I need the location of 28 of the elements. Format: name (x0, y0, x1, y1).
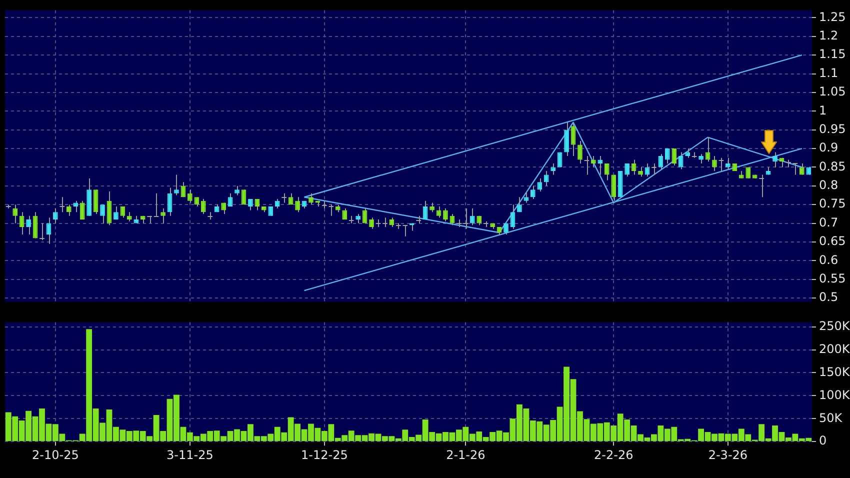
y-tick-label: 1.2 (819, 28, 838, 42)
y-tick-label: 0.95 (819, 122, 846, 136)
y-tick-label: 100K (819, 388, 850, 402)
y-tick-label: 150K (819, 364, 850, 379)
x-tick-label: 1-12-25 (301, 448, 348, 462)
y-tick-label: 200K (819, 342, 850, 356)
y-tick-label: 0 (819, 434, 827, 448)
y-tick-label: 250K (819, 318, 850, 333)
x-tick-label: 2-1-26 (446, 448, 486, 462)
y-tick-label: 1.25 (819, 10, 846, 24)
y-tick-label: 50K (819, 410, 844, 425)
y-tick-label: 1.05 (819, 84, 846, 99)
y-tick-label: 0.65 (819, 234, 846, 248)
y-tick-label: 0.8 (819, 178, 838, 192)
y-tick-label: 0.6 (819, 252, 838, 267)
x-tick-label: 2-3-26 (708, 448, 748, 462)
y-tick-label: 1.1 (819, 66, 838, 80)
y-tick-label: 0.55 (819, 271, 846, 286)
y-tick-label: 0.5 (819, 290, 838, 304)
y-tick-label: 1.15 (819, 47, 846, 62)
x-tick-label: 2-2-26 (594, 448, 634, 462)
y-tick-label: 0.7 (819, 215, 838, 230)
x-tick-label: 2-10-25 (32, 448, 79, 462)
y-tick-label: 0.85 (819, 159, 846, 174)
y-tick-label: 0.9 (819, 140, 838, 155)
x-tick-label: 3-11-25 (166, 448, 214, 462)
y-tick-label: 0.75 (819, 196, 846, 211)
y-tick-label: 1 (819, 103, 827, 118)
